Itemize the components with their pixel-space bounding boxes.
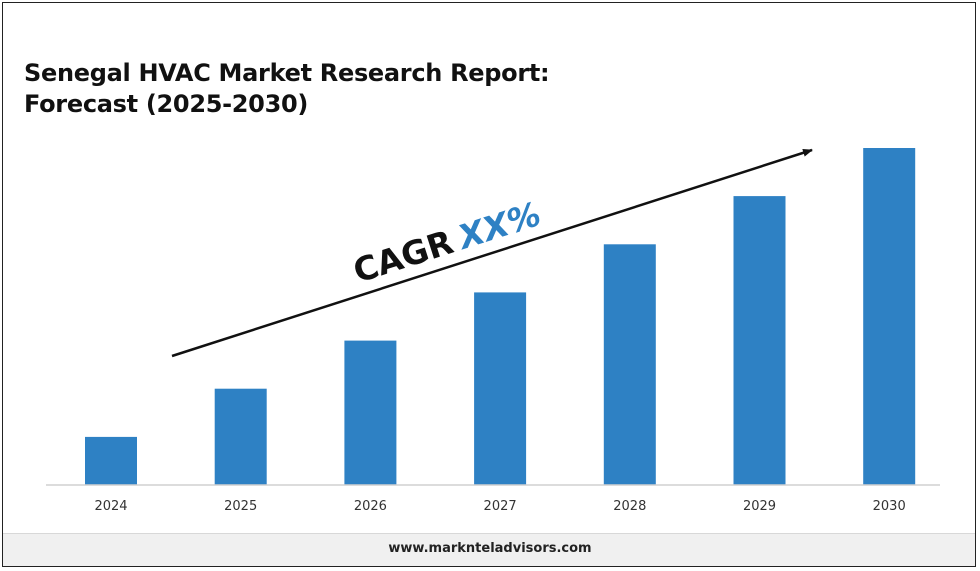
x-tick-label-2030: 2030 [873, 499, 906, 514]
bar-2028 [603, 244, 656, 485]
chart-title: Senegal HVAC Market Research Report: For… [24, 58, 550, 120]
bar-2027 [474, 292, 527, 485]
x-tick-labels: 2024 2025 2026 2027 2028 2029 2030 [94, 499, 905, 514]
footer-band [3, 533, 975, 566]
chart-title-line2: Forecast (2025-2030) [24, 90, 309, 118]
bar-2030 [863, 148, 916, 485]
bar-2024 [85, 436, 137, 485]
x-tick-label-2024: 2024 [94, 499, 127, 514]
x-tick-label-2028: 2028 [613, 499, 646, 514]
cagr-value: XX% [452, 194, 546, 257]
x-tick-label-2026: 2026 [354, 499, 387, 514]
footer-url: www.marknteladvisors.com [388, 541, 592, 556]
chart-title-line1: Senegal HVAC Market Research Report: [24, 59, 550, 87]
cagr-arrow [171, 148, 813, 358]
cagr-label: CAGRXX% [349, 194, 546, 291]
bar-2029 [733, 196, 786, 485]
x-tick-label-2025: 2025 [224, 499, 257, 514]
bar-2025 [214, 388, 267, 485]
bar-group [85, 148, 916, 485]
bar-2026 [344, 340, 397, 485]
x-tick-label-2027: 2027 [484, 499, 517, 514]
x-tick-label-2029: 2029 [743, 499, 776, 514]
